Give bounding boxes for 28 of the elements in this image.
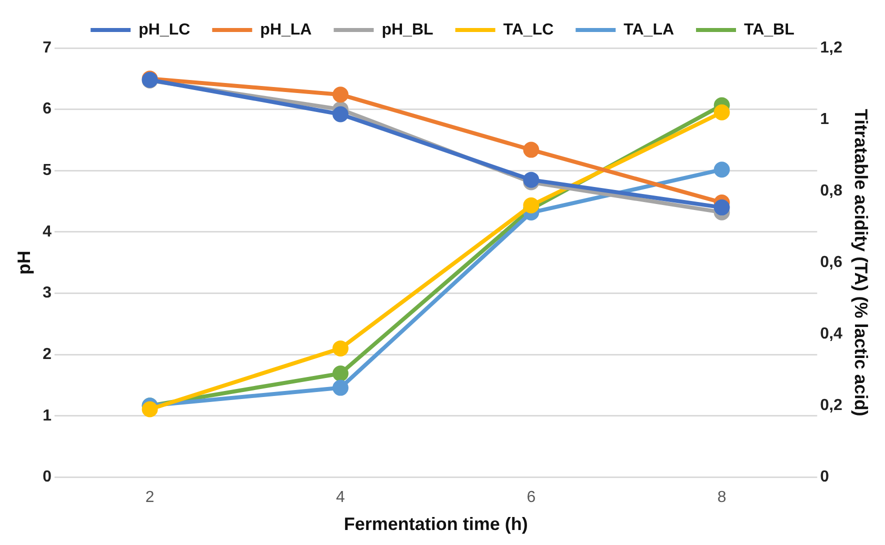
y2-tick-label: 1,2 [820,39,842,56]
legend-label: TA_LA [624,21,674,38]
x-axis-title: Fermentation time (h) [344,514,528,534]
y2-tick-label: 1 [820,110,830,128]
y2-tick-label: 0,6 [820,254,842,272]
y2-tick-label: 0,2 [820,397,842,414]
x-tick-label: 2 [145,489,154,506]
y-tick-label: 6 [42,100,52,118]
y-tick-label: 4 [42,223,52,240]
y-tick-label: 7 [42,39,52,56]
legend-label: pH_LA [260,21,312,38]
legend-label: TA_BL [744,21,795,38]
y-tick-label: 0 [42,468,52,486]
y-tick-label: 1 [42,407,52,424]
legend-label: pH_LC [138,21,191,38]
y2-tick-label: 0 [820,468,830,486]
legend-label: pH_BL [382,21,434,38]
y2-axis-title: Titratable acidity (TA) (% lactic acid) [851,108,872,416]
x-tick-label: 6 [526,489,536,506]
y2-tick-label: 0,4 [820,326,842,343]
y-axis-title: pH [14,250,34,275]
x-tick-label: 8 [717,489,726,506]
y-tick-label: 2 [42,346,52,363]
y2-tick-label: 0,8 [820,182,842,200]
x-tick-label: 4 [336,489,346,506]
legend-label: TA_LC [503,21,554,38]
y-tick-label: 5 [42,162,52,180]
y-tick-label: 3 [42,284,52,302]
